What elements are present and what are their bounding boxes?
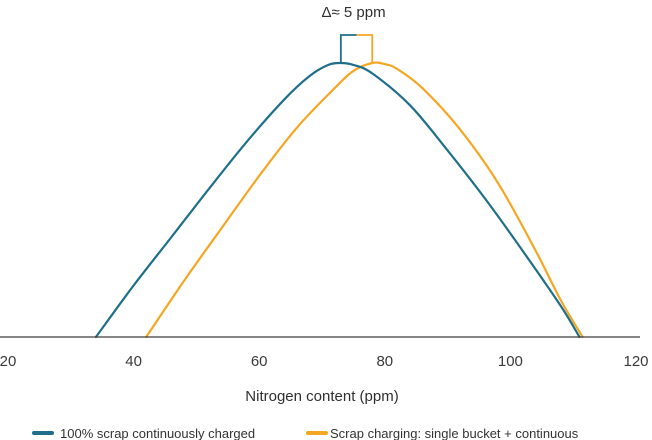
x-tick-labels: 20 40 60 80 100 120 — [0, 353, 649, 370]
plot-area — [94, 61, 584, 339]
delta-annotation: Δ≈ 5 ppm — [321, 4, 386, 63]
x-tick-label-40: 40 — [125, 353, 142, 370]
delta-bracket-blue — [339, 34, 357, 63]
x-tick-label-120: 120 — [623, 353, 648, 370]
delta-annotation-label: Δ≈ 5 ppm — [321, 4, 385, 21]
delta-bracket-orange — [356, 34, 374, 63]
x-axis-title: Nitrogen content (ppm) — [245, 388, 398, 405]
legend-label-1: 100% scrap continuously charged — [60, 426, 255, 440]
series-line-2 — [145, 61, 584, 339]
x-tick-label-60: 60 — [251, 353, 268, 370]
x-tick-label-20: 20 — [0, 353, 16, 370]
x-tick-label-100: 100 — [498, 353, 523, 370]
x-tick-label-80: 80 — [376, 353, 393, 370]
legend: 100% scrap continuously charged Scrap cha… — [32, 426, 579, 440]
legend-label-2: Scrap charging: single bucket + continuo… — [330, 426, 579, 440]
